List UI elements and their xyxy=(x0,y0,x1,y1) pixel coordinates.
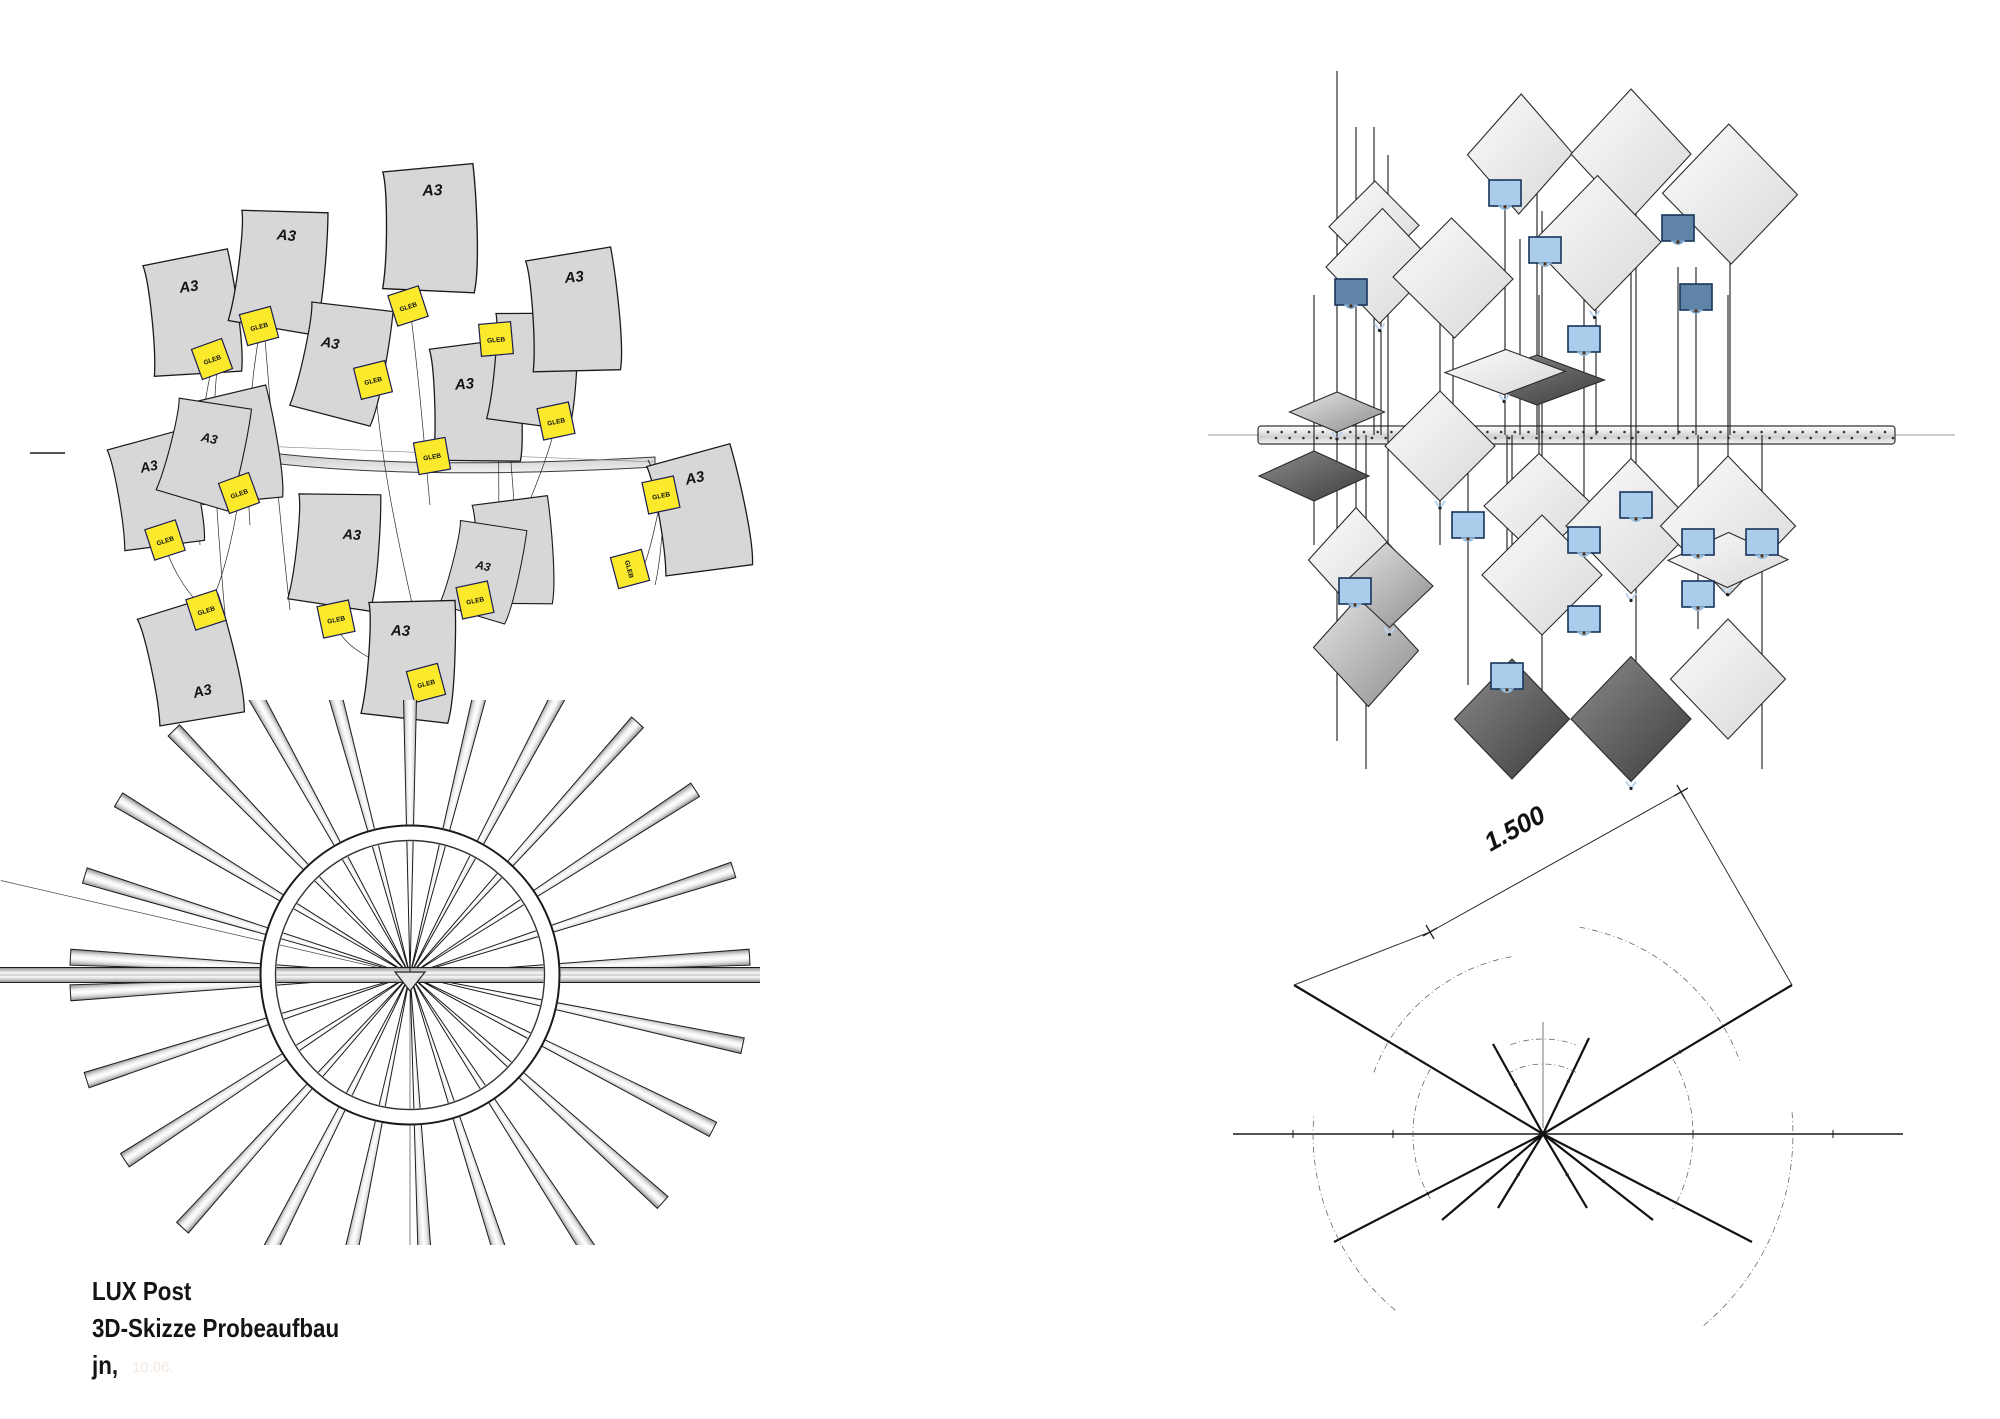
svg-text:A3: A3 xyxy=(319,334,341,353)
svg-text:A3: A3 xyxy=(341,527,361,544)
svg-text:A3: A3 xyxy=(275,226,297,245)
svg-text:1.500: 1.500 xyxy=(1479,799,1551,857)
svg-text:A3: A3 xyxy=(453,375,475,393)
svg-text:3D-Skizze Probeaufbau: 3D-Skizze Probeaufbau xyxy=(92,1314,339,1343)
svg-text:A3: A3 xyxy=(563,268,585,287)
svg-text:A3: A3 xyxy=(421,182,443,200)
svg-text:jn,: jn, xyxy=(91,1351,118,1380)
svg-text:10.06.: 10.06. xyxy=(132,1359,174,1376)
svg-text:A3: A3 xyxy=(177,277,200,297)
svg-text:LUX Post: LUX Post xyxy=(92,1277,191,1306)
svg-text:A3: A3 xyxy=(390,622,411,640)
